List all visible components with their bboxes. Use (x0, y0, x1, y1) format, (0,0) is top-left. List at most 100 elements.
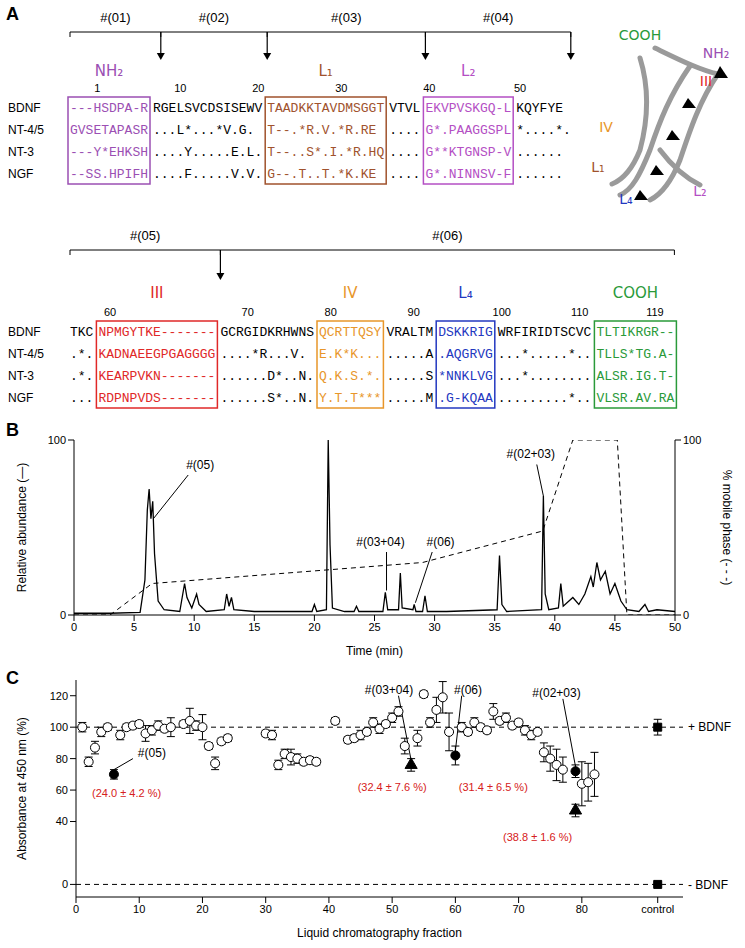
svg-text:#(06): #(06) (454, 683, 482, 697)
svg-text:60: 60 (104, 306, 116, 318)
svg-text:.*.: .*. (70, 369, 93, 384)
svg-text:......: ...... (516, 145, 563, 160)
svg-text:- BDNF: - BDNF (688, 878, 728, 892)
svg-text:#(05): #(05) (138, 746, 166, 760)
svg-text:L₄: L₄ (458, 284, 472, 302)
svg-text:10: 10 (133, 903, 145, 915)
svg-text:QCRTTQSY: QCRTTQSY (319, 325, 382, 340)
svg-text:TLTIKRGR--: TLTIKRGR-- (596, 325, 674, 340)
svg-text:0: 0 (62, 878, 68, 890)
svg-text:....*R...V.: ....*R...V. (220, 347, 306, 362)
svg-text:120: 120 (50, 690, 68, 702)
svg-text:.*.: .*. (70, 347, 93, 362)
svg-text:III: III (150, 284, 163, 302)
svg-text:TAADKKTAVDMSGGT: TAADKKTAVDMSGGT (267, 101, 384, 116)
svg-text:40: 40 (323, 903, 335, 915)
svg-text:Q.K.S.*.: Q.K.S.*. (319, 369, 381, 384)
svg-text:IV: IV (599, 119, 613, 135)
svg-text:70: 70 (242, 306, 254, 318)
svg-text:#(02+03): #(02+03) (532, 686, 580, 700)
svg-text:RDPNPVDS-------: RDPNPVDS------- (98, 391, 215, 406)
svg-text:NGF: NGF (8, 167, 33, 181)
svg-text:60: 60 (56, 784, 68, 796)
svg-text:20: 20 (252, 82, 264, 94)
svg-text:COOH: COOH (613, 284, 658, 302)
svg-text:NPMGYTKE-------: NPMGYTKE------- (98, 325, 215, 340)
svg-text:--SS.HPIFH: --SS.HPIFH (70, 167, 148, 182)
svg-text:GCRGIDKRHWNS: GCRGIDKRHWNS (220, 325, 314, 340)
svg-text:(38.8 ± 1.6 %): (38.8 ± 1.6 %) (503, 831, 572, 843)
svg-text:*NNKLVG: *NNKLVG (438, 369, 493, 384)
svg-text:T--..S*.I.*R.HQ: T--..S*.I.*R.HQ (267, 145, 384, 160)
svg-text:40: 40 (423, 82, 435, 94)
svg-text:#(02+03): #(02+03) (507, 447, 555, 461)
svg-text:40: 40 (549, 621, 561, 633)
svg-text:GVSETAPASR: GVSETAPASR (70, 123, 148, 138)
svg-text:Liquid chromatography fraction: Liquid chromatography fraction (297, 926, 462, 940)
svg-text:....: .... (389, 167, 420, 182)
svg-text:---Y*EHKSH: ---Y*EHKSH (70, 145, 148, 160)
svg-text:100: 100 (48, 434, 66, 446)
svg-text:110: 110 (571, 306, 589, 318)
svg-text:#(05): #(05) (186, 458, 214, 472)
svg-text:.....A: .....A (386, 347, 433, 362)
svg-text:Relative abundance (—): Relative abundance (—) (15, 463, 29, 592)
svg-text:Time (min): Time (min) (346, 644, 403, 658)
svg-text:#(05): #(05) (130, 228, 160, 243)
svg-text:KEARPVKN-------: KEARPVKN------- (98, 369, 215, 384)
svg-text:5: 5 (131, 621, 137, 633)
svg-text:....F.....V.V.: ....F.....V.V. (153, 167, 262, 182)
svg-text:NH₂: NH₂ (703, 45, 730, 61)
svg-text:#(03+04): #(03+04) (356, 535, 404, 549)
svg-text:45: 45 (609, 621, 621, 633)
svg-text:1: 1 (94, 82, 100, 94)
svg-text:L₂: L₂ (693, 183, 706, 199)
svg-text:Y.T.T***: Y.T.T*** (319, 391, 381, 406)
svg-text:30: 30 (260, 903, 272, 915)
svg-text:80: 80 (576, 903, 588, 915)
svg-text:NT-4/5: NT-4/5 (8, 123, 44, 137)
svg-text:#(03): #(03) (331, 10, 361, 25)
svg-text:0: 0 (683, 609, 689, 621)
svg-text:.AQGRVG: .AQGRVG (438, 347, 493, 362)
svg-text:*....*.: *....*. (516, 123, 571, 138)
svg-text:.........*..: .........*.. (498, 391, 592, 406)
svg-text:VTVL: VTVL (389, 101, 420, 116)
svg-text:30: 30 (428, 621, 440, 633)
svg-text:G**KTGNSP-V: G**KTGNSP-V (425, 145, 511, 160)
svg-text:KQYFYE: KQYFYE (516, 101, 563, 116)
svg-text:#(06): #(06) (432, 228, 462, 243)
svg-text:TLLS*TG.A-: TLLS*TG.A- (596, 347, 674, 362)
svg-text:ALSR.IG.T-: ALSR.IG.T- (596, 369, 674, 384)
svg-text:80: 80 (56, 753, 68, 765)
svg-text:III: III (700, 73, 712, 89)
svg-text:G--.T..T.*K.KE: G--.T..T.*K.KE (267, 167, 376, 182)
svg-text:BDNF: BDNF (8, 325, 41, 339)
svg-text:....: .... (389, 123, 420, 138)
svg-text:....: .... (389, 145, 420, 160)
svg-text:VRALTM: VRALTM (386, 325, 433, 340)
svg-text:119: 119 (646, 306, 664, 318)
svg-text:20: 20 (196, 903, 208, 915)
svg-text:WRFIRIDTSCVC: WRFIRIDTSCVC (498, 325, 592, 340)
svg-text:#(06): #(06) (427, 535, 455, 549)
svg-text:.....M: .....M (386, 391, 433, 406)
svg-text:G*.NINNSV-F: G*.NINNSV-F (425, 167, 511, 182)
svg-text:KADNAEEGPGAGGGG: KADNAEEGPGAGGGG (98, 347, 215, 362)
svg-text:0: 0 (71, 621, 77, 633)
svg-text:50: 50 (669, 621, 681, 633)
svg-text:TKC: TKC (70, 325, 94, 340)
svg-text:10: 10 (174, 82, 186, 94)
svg-text:100: 100 (683, 434, 701, 446)
svg-text:EKVPVSKGQ-L: EKVPVSKGQ-L (425, 101, 511, 116)
svg-text:50: 50 (514, 82, 526, 94)
svg-text:25: 25 (368, 621, 380, 633)
svg-text:...L*...*V.G.: ...L*...*V.G. (153, 123, 254, 138)
svg-text:15: 15 (248, 621, 260, 633)
svg-text:L₁: L₁ (591, 159, 604, 175)
svg-text:100: 100 (50, 721, 68, 733)
svg-text:...*........: ...*........ (498, 369, 592, 384)
svg-text:BDNF: BDNF (8, 101, 41, 115)
svg-text:......: ...... (516, 167, 563, 182)
svg-text:L₄: L₄ (619, 191, 633, 207)
